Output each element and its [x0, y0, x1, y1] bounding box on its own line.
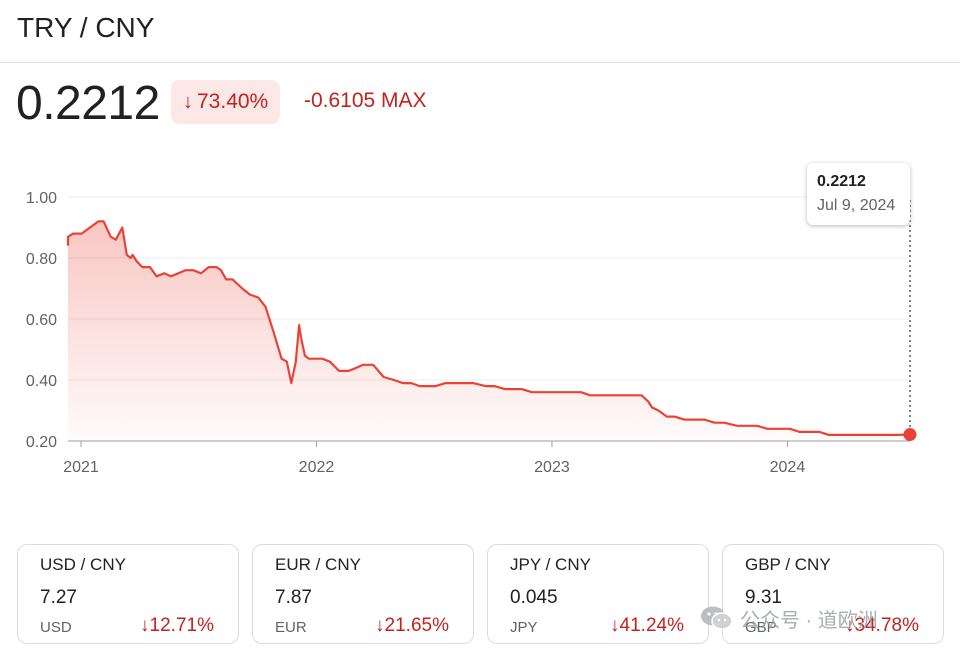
axis-ticks: 1.00 0.80 0.60 0.40 0.20 2021 2022 2023 2024 [26, 190, 805, 476]
latest-point-marker [903, 428, 917, 442]
card-percent-value: 41.24% [619, 615, 684, 636]
current-price: 0.2212 [16, 77, 160, 130]
arrow-down-icon: ↓ [610, 615, 620, 636]
currency-card-eur[interactable]: EUR / CNY 7.87 EUR ↓21.65% [252, 544, 474, 644]
card-value: 9.31 [745, 587, 782, 608]
y-tick-label: 0.20 [26, 434, 57, 451]
x-tick-label: 2022 [299, 459, 335, 476]
percent-change-value: 73.40% [197, 90, 269, 113]
card-currency: JPY [510, 619, 538, 636]
wechat-icon [700, 605, 734, 631]
pair-title: TRY / CNY [17, 12, 155, 43]
card-percent: ↓41.24% [610, 615, 684, 637]
y-tick-label: 0.80 [26, 251, 57, 268]
chart-tooltip: 0.2212 Jul 9, 2024 [807, 163, 910, 225]
arrow-down-icon: ↓ [845, 615, 855, 636]
arrow-down-icon: ↓ [183, 90, 193, 113]
y-tick-label: 0.40 [26, 373, 57, 390]
arrow-down-icon: ↓ [375, 615, 385, 636]
currency-card-gbp[interactable]: GBP / CNY 9.31 GBP ↓34.78% [722, 544, 944, 644]
card-percent: ↓21.65% [375, 615, 449, 637]
card-value: 7.87 [275, 587, 312, 608]
card-percent-value: 34.78% [854, 615, 919, 636]
series-line [66, 220, 911, 436]
card-title: USD / CNY [40, 555, 126, 574]
card-value: 0.045 [510, 587, 558, 608]
currency-card-usd[interactable]: USD / CNY 7.27 USD ↓12.71% [17, 544, 239, 644]
series-area [68, 221, 910, 441]
watermark: 公众号 · 道欧洲 [700, 601, 878, 635]
y-tick-label: 0.60 [26, 312, 57, 329]
card-percent-value: 21.65% [384, 615, 449, 636]
card-title: EUR / CNY [275, 555, 361, 574]
watermark-text: 公众号 · 道欧洲 [740, 609, 878, 632]
x-tick-label: 2021 [63, 459, 99, 476]
absolute-change: -0.6105 MAX [304, 89, 427, 112]
arrow-down-icon: ↓ [140, 615, 150, 636]
card-percent-value: 12.71% [149, 615, 214, 636]
card-title: GBP / CNY [745, 555, 831, 574]
currency-card-jpy[interactable]: JPY / CNY 0.045 JPY ↓41.24% [487, 544, 709, 644]
header-bar: TRY / CNY [0, 0, 960, 63]
tooltip-date: Jul 9, 2024 [817, 197, 896, 214]
card-percent: ↓34.78% [845, 615, 919, 637]
card-value: 7.27 [40, 587, 77, 608]
tooltip-value: 0.2212 [817, 173, 866, 190]
y-tick-label: 1.00 [26, 190, 57, 207]
x-tick-label: 2024 [770, 459, 806, 476]
card-currency: GBP [745, 619, 777, 636]
card-title: JPY / CNY [510, 555, 591, 574]
card-currency: EUR [275, 619, 307, 636]
percent-change-badge: ↓ 73.40% [171, 80, 281, 124]
card-currency: USD [40, 619, 72, 636]
x-tick-label: 2023 [534, 459, 570, 476]
card-percent: ↓12.71% [140, 615, 214, 637]
price-chart[interactable]: 1.00 0.80 0.60 0.40 0.20 2021 2022 2023 2024 [0, 150, 960, 490]
